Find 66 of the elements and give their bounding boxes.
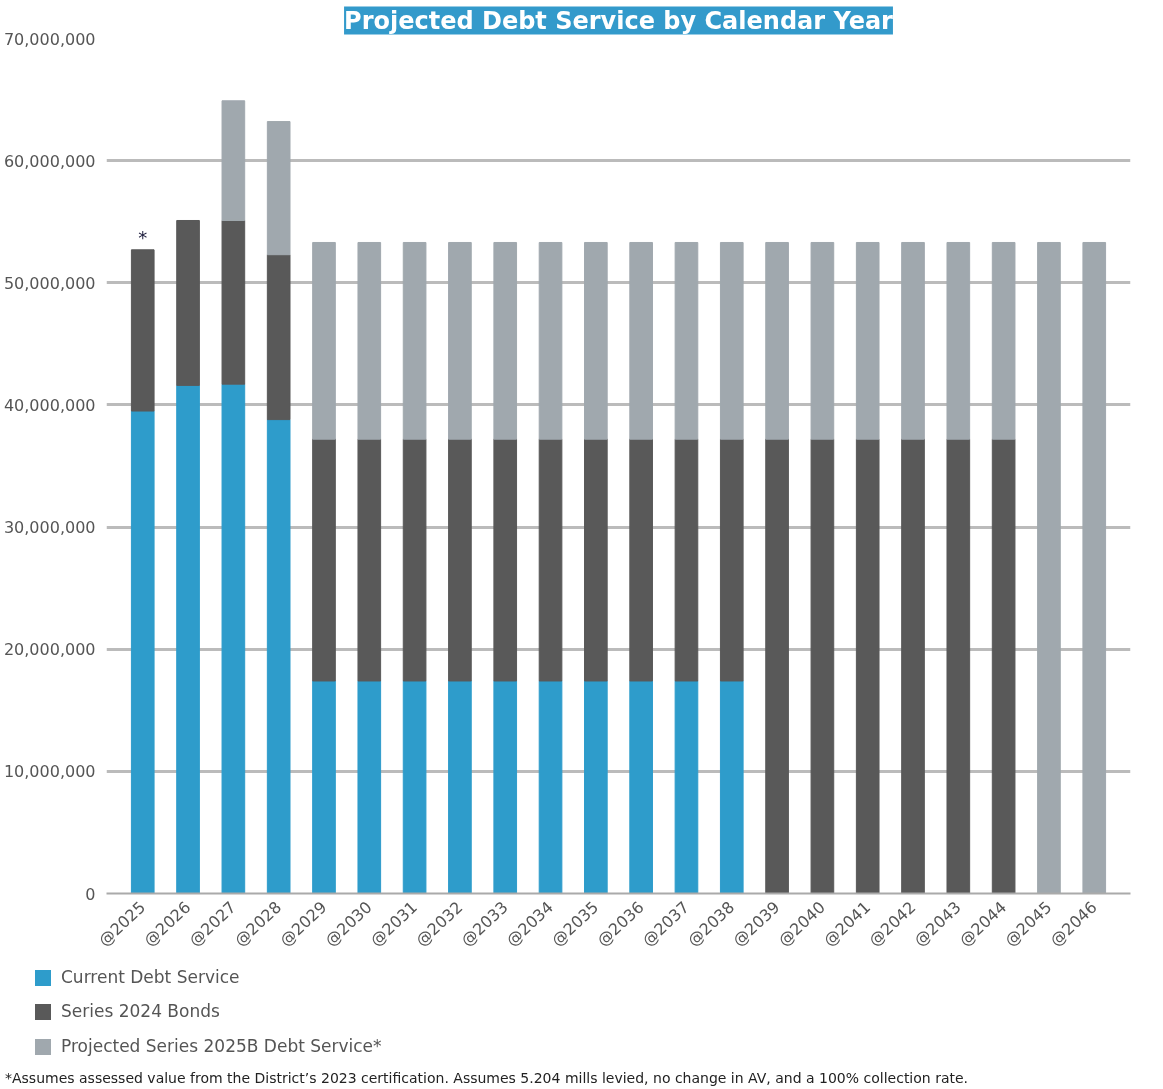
bar bbox=[629, 680, 653, 894]
bar bbox=[674, 680, 699, 894]
bar bbox=[538, 241, 563, 440]
bar bbox=[266, 254, 291, 421]
y-tick-label: 50,000,000 bbox=[3, 273, 96, 293]
bar bbox=[719, 438, 744, 682]
bar bbox=[221, 219, 246, 385]
bar bbox=[221, 383, 246, 894]
bar bbox=[810, 438, 835, 894]
text: *Assumes assessed value from the District’s 2023 certification. Assumes 5.204 mills levied, no change in AV, and a 100% collection rate. bbox=[5, 1068, 969, 1088]
y-tick-label: 0 bbox=[85, 884, 96, 904]
bar bbox=[493, 438, 518, 682]
bar bbox=[584, 438, 608, 682]
bar bbox=[402, 680, 427, 894]
bar bbox=[402, 241, 427, 440]
bar bbox=[719, 241, 744, 440]
bar bbox=[946, 241, 971, 440]
bar bbox=[448, 680, 472, 894]
bar bbox=[493, 241, 518, 440]
bar bbox=[266, 419, 291, 894]
bar bbox=[538, 438, 563, 682]
bar bbox=[810, 241, 835, 440]
bar bbox=[176, 219, 200, 386]
bar bbox=[130, 249, 155, 412]
bar bbox=[584, 241, 608, 440]
bar bbox=[765, 241, 789, 440]
y-tick-label: 30,000,000 bbox=[3, 518, 96, 538]
bar bbox=[130, 410, 155, 894]
bar bbox=[402, 438, 427, 682]
bar bbox=[266, 121, 291, 256]
annotation: * bbox=[138, 226, 148, 248]
bar bbox=[357, 241, 382, 440]
bar bbox=[312, 680, 336, 894]
bar bbox=[357, 680, 382, 894]
bar bbox=[629, 438, 653, 682]
legend-label: Current Debt Service bbox=[60, 966, 240, 989]
y-tick-label: 10,000,000 bbox=[3, 762, 96, 782]
bar bbox=[493, 680, 518, 894]
bar bbox=[946, 438, 971, 894]
legend-label: Series 2024 Bonds bbox=[60, 1000, 220, 1024]
bar bbox=[312, 241, 336, 440]
bar bbox=[448, 438, 472, 682]
bar bbox=[176, 384, 200, 894]
bar bbox=[584, 680, 608, 894]
y-tick-label: 60,000,000 bbox=[3, 151, 96, 171]
bar bbox=[674, 241, 699, 440]
bar bbox=[901, 438, 925, 894]
bar bbox=[991, 438, 1016, 894]
chart-title: Projected Debt Service by Calendar Year bbox=[344, 6, 894, 35]
bar bbox=[538, 680, 563, 894]
bar bbox=[855, 438, 880, 894]
bar bbox=[765, 438, 789, 894]
legend-label: Projected Series 2025B Debt Service* bbox=[60, 1034, 382, 1058]
bar bbox=[448, 241, 472, 440]
bar bbox=[357, 438, 382, 682]
bar bbox=[629, 241, 653, 440]
bar bbox=[991, 241, 1016, 440]
bar bbox=[855, 241, 880, 440]
y-tick-label: 70,000,000 bbox=[3, 29, 96, 49]
bar bbox=[312, 438, 336, 682]
bar bbox=[221, 100, 246, 221]
bar bbox=[719, 680, 744, 894]
y-tick-label: 20,000,000 bbox=[3, 640, 96, 660]
y-tick-label: 40,000,000 bbox=[3, 395, 96, 415]
bar bbox=[901, 241, 925, 440]
bar bbox=[674, 438, 699, 682]
